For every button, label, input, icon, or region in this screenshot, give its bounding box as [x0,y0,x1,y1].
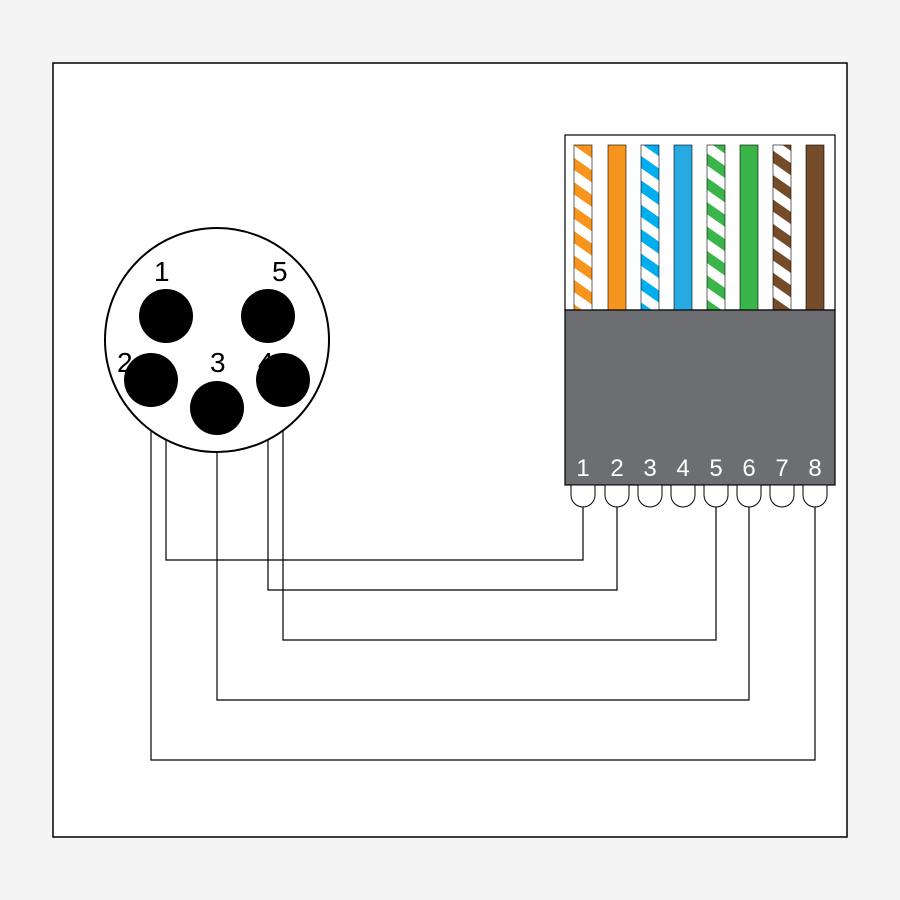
rj45-pin-label-8: 8 [808,455,821,482]
rj45-wire-window [565,135,835,310]
rj45-wire-4 [674,145,692,310]
rj45-body [565,310,835,485]
din5-pin-1 [139,289,193,343]
rj45-wire-2 [608,145,626,310]
rj45-wire-6 [740,145,758,310]
wiring-diagram: 1234567812345 [0,0,900,900]
din5-pin-label-1: 1 [154,256,170,287]
rj45-pin-label-7: 7 [775,455,788,482]
rj45-tooth-4 [671,485,695,507]
rj45-pin-label-3: 3 [643,455,656,482]
rj45-tooth-8 [803,485,827,507]
rj45-tooth-3 [638,485,662,507]
rj45-pin-label-1: 1 [576,455,589,482]
din5-pin-label-2: 2 [117,347,133,378]
rj45-wire-5 [707,145,725,310]
rj45-wire-7 [773,145,791,310]
rj45-wire-3 [641,145,659,310]
rj45-connector: 12345678 [565,135,835,507]
din5-pin-5 [241,289,295,343]
rj45-wire-1 [574,145,592,310]
din5-pin-label-4: 4 [258,347,274,378]
rj45-tooth-5 [704,485,728,507]
rj45-tooth-2 [605,485,629,507]
rj45-pin-label-4: 4 [676,455,689,482]
din5-pin-3 [190,381,244,435]
rj45-tooth-1 [571,485,595,507]
rj45-pin-label-5: 5 [709,455,722,482]
rj45-wire-8 [806,145,824,310]
din5-connector: 1 2 3 4 5 [105,228,329,452]
din5-pin-label-3: 3 [210,347,226,378]
din5-pin-label-5: 5 [272,256,288,287]
rj45-tooth-6 [737,485,761,507]
rj45-pin-label-6: 6 [742,455,755,482]
rj45-pin-label-2: 2 [610,455,623,482]
rj45-tooth-7 [770,485,794,507]
